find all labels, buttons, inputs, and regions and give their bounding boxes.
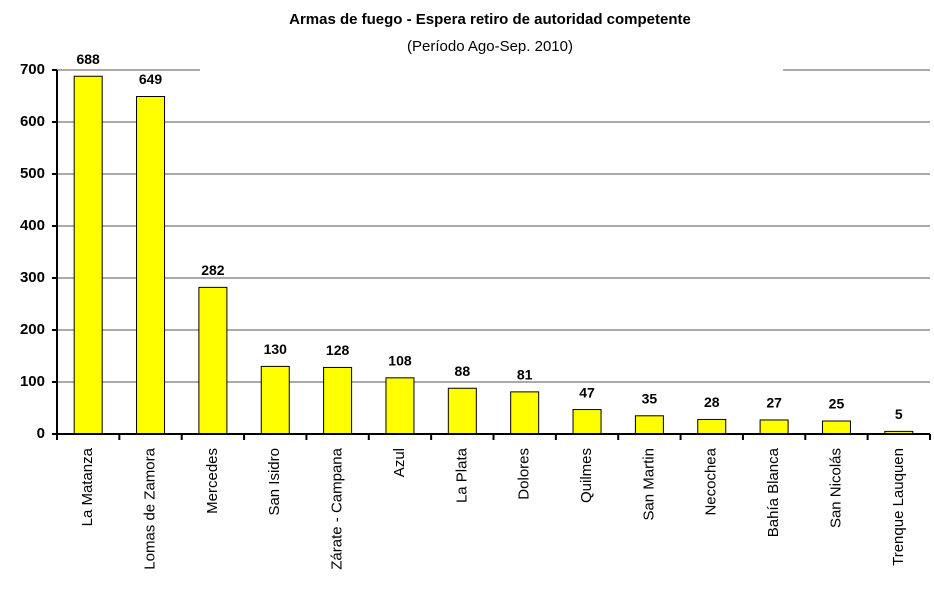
value-label: 28: [704, 394, 720, 410]
value-label: 128: [326, 342, 350, 358]
bar: [323, 366, 353, 435]
x-tick-label: Quilmes: [578, 448, 595, 503]
bar: [697, 418, 727, 435]
x-tick-label: San Martin: [640, 448, 657, 521]
y-tick-label: 700: [20, 61, 45, 78]
x-tick-label: Trenque Lauquen: [890, 448, 907, 566]
value-label: 47: [579, 384, 595, 400]
bar: [572, 409, 602, 435]
bar: [447, 387, 477, 435]
value-label: 25: [829, 396, 845, 412]
title-background: [200, 0, 783, 76]
x-tick-label: San Nicolás: [827, 448, 844, 528]
y-tick-label: 300: [20, 269, 45, 286]
value-label: 88: [455, 363, 471, 379]
value-label: 35: [642, 391, 658, 407]
x-tick-label: Necochea: [703, 447, 720, 515]
bar: [759, 419, 789, 435]
x-tick-label: Mercedes: [204, 448, 221, 514]
value-label: 688: [76, 51, 100, 67]
x-tick-label: Dolores: [516, 448, 533, 500]
chart-title: Armas de fuego - Espera retiro de autori…: [289, 11, 691, 28]
y-tick-label: 100: [20, 373, 45, 390]
value-label: 649: [139, 71, 163, 87]
bar: [634, 415, 664, 435]
value-label: 130: [264, 341, 288, 357]
y-tick-label: 500: [20, 165, 45, 182]
value-label: 282: [201, 262, 225, 278]
bar: [510, 391, 540, 435]
x-tick-label: La Matanza: [79, 447, 96, 526]
bar: [260, 365, 290, 435]
x-tick-label: La Plata: [453, 447, 470, 503]
x-tick-label: Bahía Blanca: [765, 447, 782, 537]
y-tick-label: 400: [20, 217, 45, 234]
y-tick-label: 200: [20, 321, 45, 338]
bar: [385, 377, 415, 435]
chart-subtitle: (Período Ago-Sep. 2010): [407, 38, 573, 55]
x-tick-label: Zárate - Campana: [329, 447, 346, 569]
bar: [73, 75, 103, 435]
x-tick-label: Azul: [391, 448, 408, 477]
bar: [136, 96, 166, 435]
bar: [198, 286, 228, 435]
bar: [821, 420, 851, 435]
value-label: 108: [388, 353, 412, 369]
value-label: 5: [895, 406, 903, 422]
x-tick-label: San Isidro: [266, 448, 283, 516]
y-tick-label: 0: [37, 425, 45, 442]
x-tick-label: Lomas de Zamora: [142, 447, 159, 569]
value-label: 27: [766, 395, 782, 411]
y-tick-label: 600: [20, 113, 45, 130]
value-label: 81: [517, 367, 533, 383]
